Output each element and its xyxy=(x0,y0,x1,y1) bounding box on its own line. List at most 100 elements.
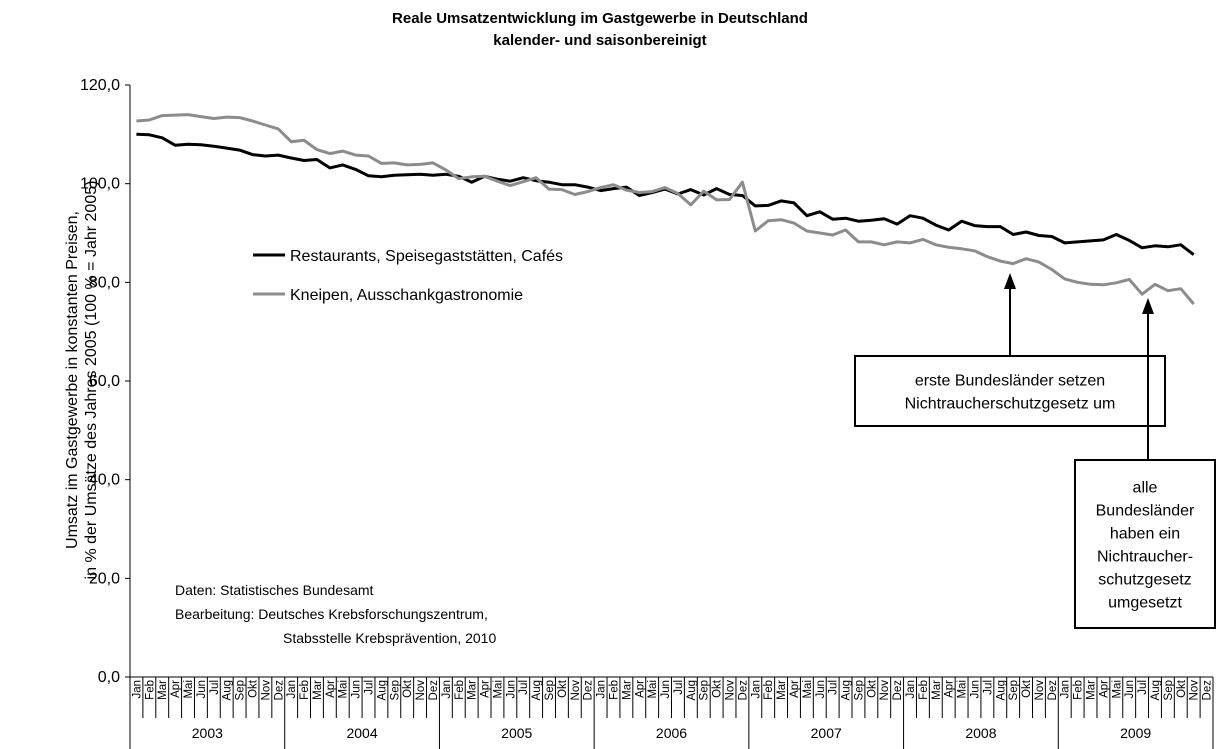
annotation-text: umgesetzt xyxy=(1108,595,1182,612)
x-tick-label: Feb xyxy=(454,680,466,700)
x-tick-label: Jan xyxy=(596,680,608,699)
x-tick-label: Mai xyxy=(338,680,350,699)
x-tick-label: Dez xyxy=(1202,680,1214,701)
x-tick-label: Aug xyxy=(686,680,698,700)
x-tick-label: Mar xyxy=(157,680,169,700)
year-label: 2006 xyxy=(656,725,687,741)
annotation-text: haben ein xyxy=(1110,526,1180,543)
legend-label: Kneipen, Ausschankgastronomie xyxy=(290,287,523,304)
x-tick-label: Jul xyxy=(982,680,994,695)
x-tick-label: Mar xyxy=(312,680,324,700)
x-tick-label: Jan xyxy=(905,680,917,699)
annotation-text: erste Bundesländer setzen xyxy=(915,373,1105,390)
x-tick-label: Apr xyxy=(634,680,646,698)
x-tick-label: Jul xyxy=(828,680,840,695)
x-tick-label: Jan xyxy=(286,680,298,699)
x-tick-label: Jan xyxy=(131,680,143,699)
x-tick-label: Nov xyxy=(260,680,272,701)
source-text: Bearbeitung: Deutsches Krebsforschungsze… xyxy=(175,606,488,622)
x-tick-label: Dez xyxy=(583,680,595,701)
x-tick-label: Mai xyxy=(957,680,969,699)
x-tick-label: Sep xyxy=(544,680,556,700)
x-tick-label: Sep xyxy=(853,680,865,700)
chart-title: Reale Umsatzentwicklung im Gastgewerbe i… xyxy=(392,10,808,27)
x-tick-label: Feb xyxy=(918,680,930,700)
x-tick-label: Aug xyxy=(995,680,1007,700)
series-line xyxy=(136,113,1195,305)
annotation-text: Nichtraucher- xyxy=(1097,549,1193,566)
x-tick-label: Aug xyxy=(1150,680,1162,700)
annotation-text: Nichtraucherschutzgesetz um xyxy=(905,396,1116,413)
y-tick-label: 120,0 xyxy=(80,77,120,94)
x-tick-label: Jun xyxy=(660,680,672,699)
annotation-arrowhead xyxy=(1142,298,1154,314)
x-tick-label: Mai xyxy=(183,680,195,699)
x-tick-label: Aug xyxy=(222,680,234,700)
x-tick-label: Dez xyxy=(273,680,285,701)
x-tick-label: Apr xyxy=(1098,680,1110,698)
x-tick-label: Sep xyxy=(1163,680,1175,700)
annotation-text: schutzgesetz xyxy=(1098,572,1191,589)
x-tick-label: Aug xyxy=(531,680,543,700)
year-label: 2004 xyxy=(346,725,377,741)
x-tick-label: Nov xyxy=(1034,680,1046,701)
series-line xyxy=(136,132,1195,256)
year-label: 2007 xyxy=(811,725,842,741)
x-tick-label: Apr xyxy=(944,680,956,698)
x-tick-label: Mai xyxy=(647,680,659,699)
x-tick-label: Jun xyxy=(505,680,517,699)
y-tick-label: 20,0 xyxy=(89,570,120,587)
x-tick-label: Dez xyxy=(737,680,749,701)
source-text: Daten: Statistisches Bundesamt xyxy=(175,582,374,598)
y-tick-label: 100,0 xyxy=(80,176,120,193)
x-tick-label: Jan xyxy=(750,680,762,699)
x-tick-label: Apr xyxy=(480,680,492,698)
x-tick-label: Dez xyxy=(428,680,440,701)
x-tick-label: Jul xyxy=(518,680,530,695)
y-axis-label: in % der Umsätze des Jahres 2005 (100 % … xyxy=(83,181,100,580)
y-axis-label: Umsatz im Gastgewerbe in konstanten Prei… xyxy=(64,211,81,549)
source-text: Stabsstelle Krebsprävention, 2010 xyxy=(283,630,496,646)
x-tick-label: Okt xyxy=(866,679,878,698)
x-tick-label: Okt xyxy=(1021,679,1033,698)
x-tick-label: Nov xyxy=(415,680,427,701)
x-tick-label: Apr xyxy=(789,680,801,698)
x-tick-label: Feb xyxy=(608,680,620,700)
x-tick-label: Nov xyxy=(570,680,582,701)
x-tick-label: Dez xyxy=(892,680,904,701)
x-tick-label: Mar xyxy=(1086,680,1098,700)
annotation-arrowhead xyxy=(1004,273,1016,289)
x-tick-label: Jul xyxy=(209,680,221,695)
x-tick-label: Mai xyxy=(802,680,814,699)
x-tick-label: Feb xyxy=(1073,680,1085,700)
x-tick-label: Jun xyxy=(196,680,208,699)
x-tick-label: Jul xyxy=(1137,680,1149,695)
x-tick-label: Okt xyxy=(247,679,259,698)
x-tick-label: Aug xyxy=(376,680,388,700)
annotation-text: alle xyxy=(1133,480,1158,497)
x-tick-label: Feb xyxy=(144,680,156,700)
x-tick-label: Jun xyxy=(351,680,363,699)
y-tick-label: 60,0 xyxy=(89,373,120,390)
year-label: 2009 xyxy=(1120,725,1151,741)
x-tick-label: Jun xyxy=(1124,680,1136,699)
x-tick-label: Mar xyxy=(621,680,633,700)
annotation-box xyxy=(854,355,1166,427)
x-tick-label: Jan xyxy=(441,680,453,699)
annotation-text: Bundesländer xyxy=(1096,503,1195,520)
x-tick-label: Jun xyxy=(969,680,981,699)
x-tick-label: Sep xyxy=(1008,680,1020,700)
x-tick-label: Nov xyxy=(1189,680,1201,701)
x-tick-label: Jul xyxy=(673,680,685,695)
x-tick-label: Mar xyxy=(467,680,479,700)
y-tick-label: 0,0 xyxy=(98,669,120,686)
x-tick-label: Okt xyxy=(402,679,414,698)
x-tick-label: Okt xyxy=(1176,679,1188,698)
x-tick-label: Mai xyxy=(492,680,504,699)
x-tick-label: Mar xyxy=(931,680,943,700)
x-tick-label: Nov xyxy=(879,680,891,701)
x-tick-label: Apr xyxy=(170,680,182,698)
x-tick-label: Mai xyxy=(1111,680,1123,699)
year-label: 2008 xyxy=(965,725,996,741)
